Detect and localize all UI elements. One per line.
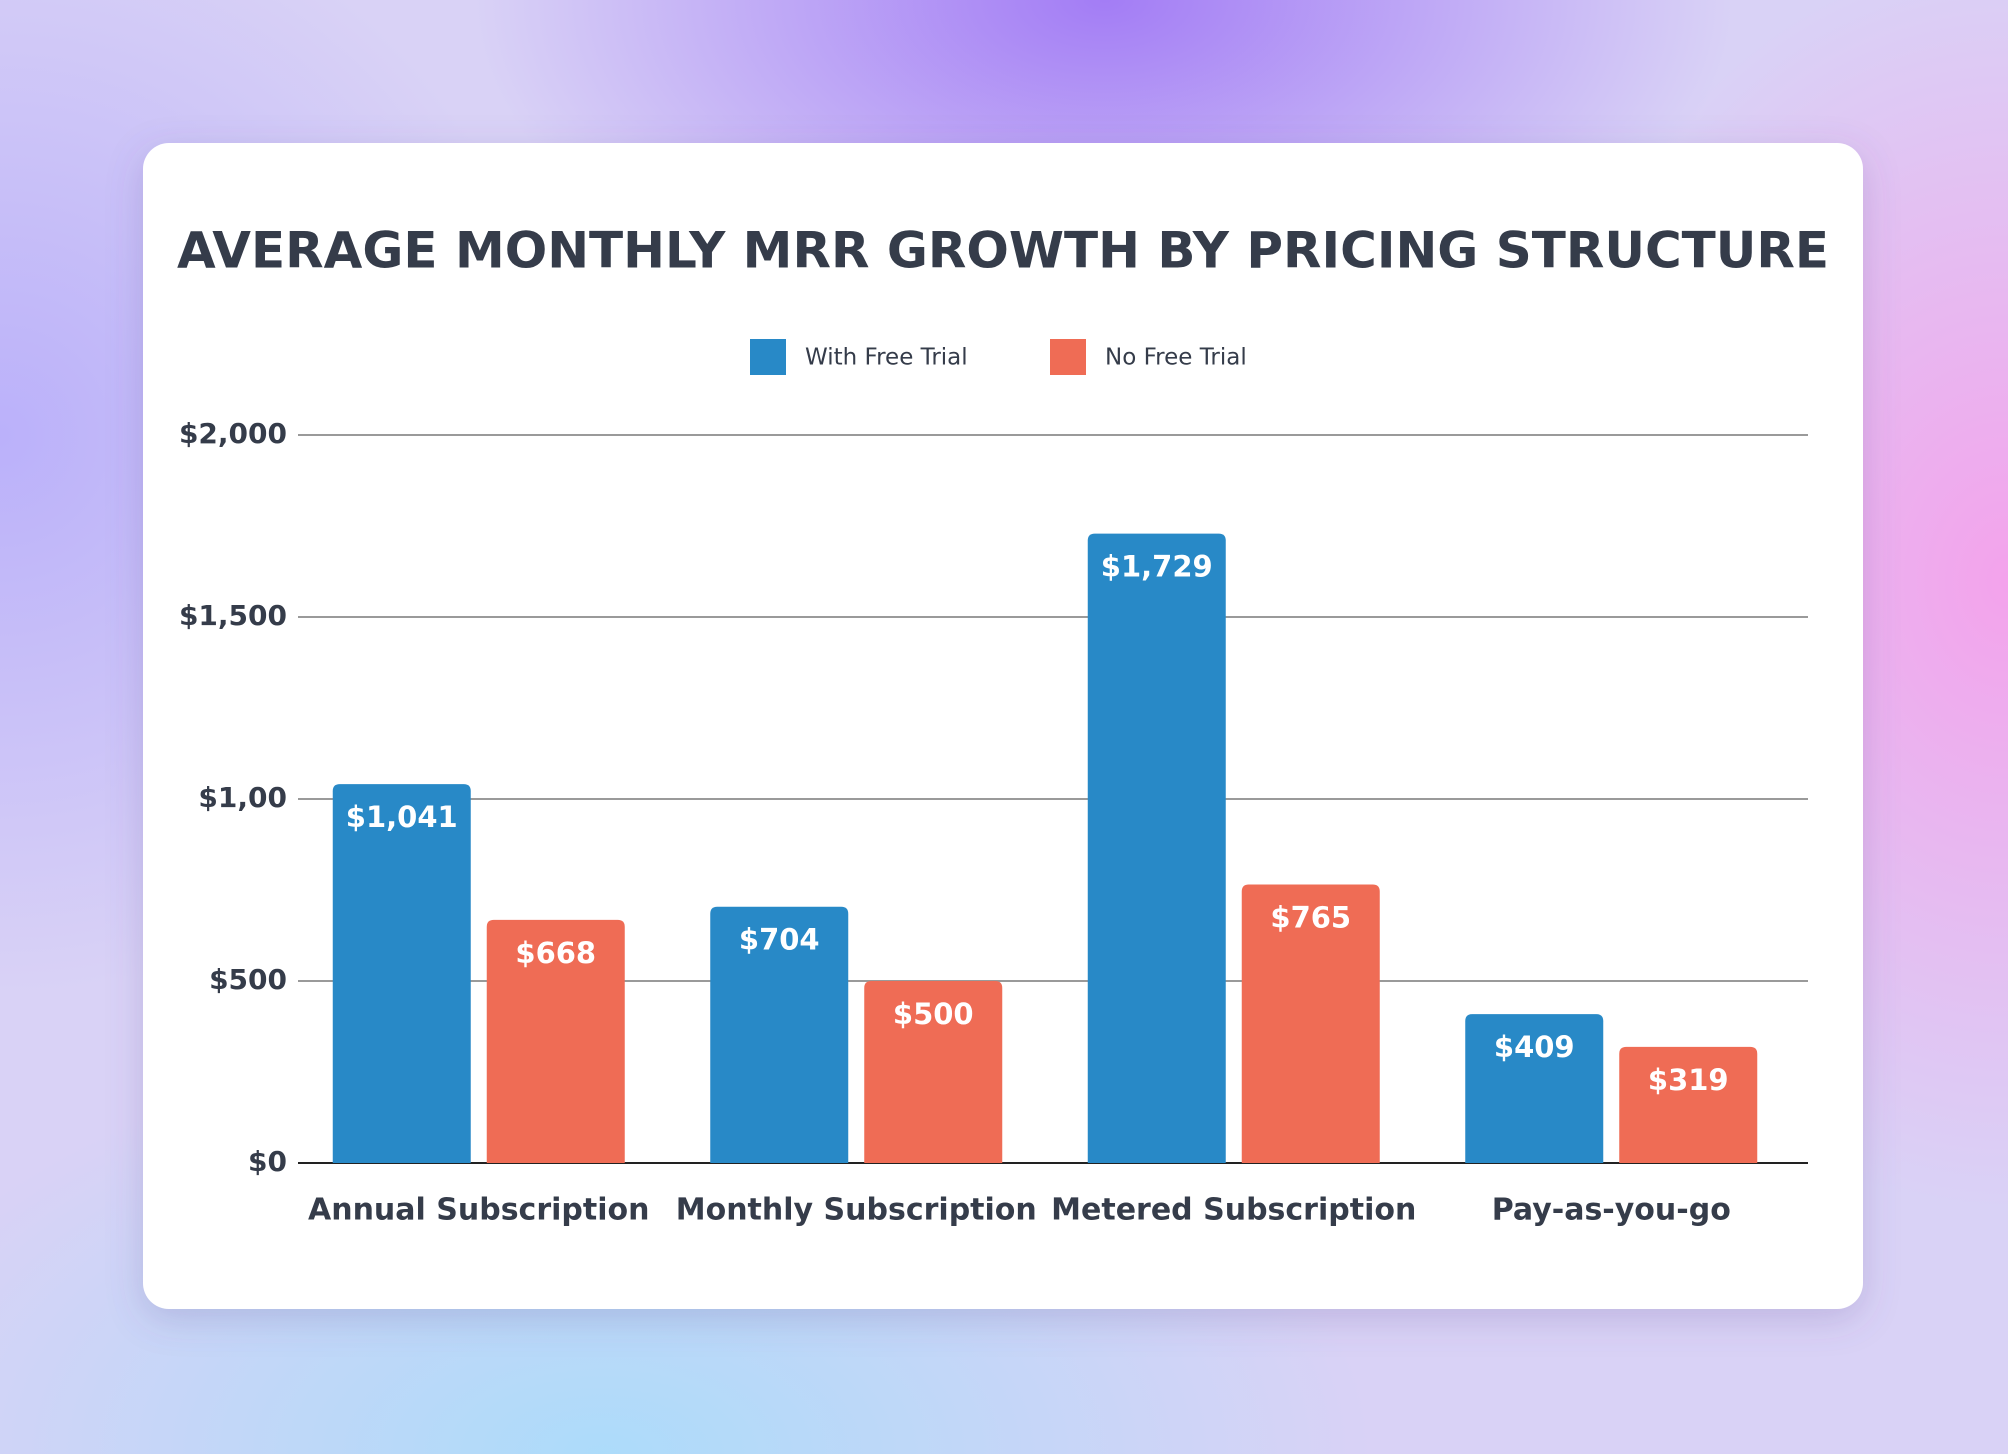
value-label: $765 bbox=[1270, 901, 1351, 935]
x-tick-label: Monthly Subscription bbox=[676, 1193, 1037, 1228]
bar bbox=[486, 919, 625, 1163]
y-tick-label: $1,00 bbox=[198, 781, 287, 814]
value-label: $409 bbox=[1494, 1030, 1575, 1064]
value-label: $704 bbox=[739, 923, 820, 957]
legend-label: With Free Trial bbox=[805, 345, 968, 371]
bar bbox=[710, 906, 849, 1163]
value-label: $1,041 bbox=[346, 800, 458, 834]
y-tick-label: $2,000 bbox=[179, 417, 287, 450]
y-tick-label: $1,500 bbox=[179, 599, 287, 632]
bar bbox=[1087, 533, 1226, 1163]
legend-swatch bbox=[750, 339, 786, 375]
value-label: $500 bbox=[893, 997, 974, 1031]
bar bbox=[864, 981, 1003, 1163]
bar bbox=[1619, 1046, 1758, 1163]
x-tick-label: Metered Subscription bbox=[1051, 1193, 1416, 1228]
value-label: $1,729 bbox=[1101, 550, 1213, 584]
y-tick-label: $0 bbox=[248, 1145, 287, 1178]
x-tick-label: Pay-as-you-go bbox=[1492, 1193, 1731, 1228]
chart-title: AVERAGE MONTHLY MRR GROWTH BY PRICING ST… bbox=[177, 222, 1829, 280]
value-label: $668 bbox=[515, 936, 596, 970]
value-label: $319 bbox=[1648, 1063, 1729, 1097]
legend-swatch bbox=[1050, 339, 1086, 375]
bar bbox=[1465, 1014, 1604, 1163]
x-tick-label: Annual Subscription bbox=[308, 1193, 649, 1228]
bar bbox=[332, 784, 471, 1163]
y-tick-label: $500 bbox=[209, 963, 287, 996]
legend-label: No Free Trial bbox=[1105, 345, 1247, 371]
bar bbox=[1241, 884, 1380, 1163]
